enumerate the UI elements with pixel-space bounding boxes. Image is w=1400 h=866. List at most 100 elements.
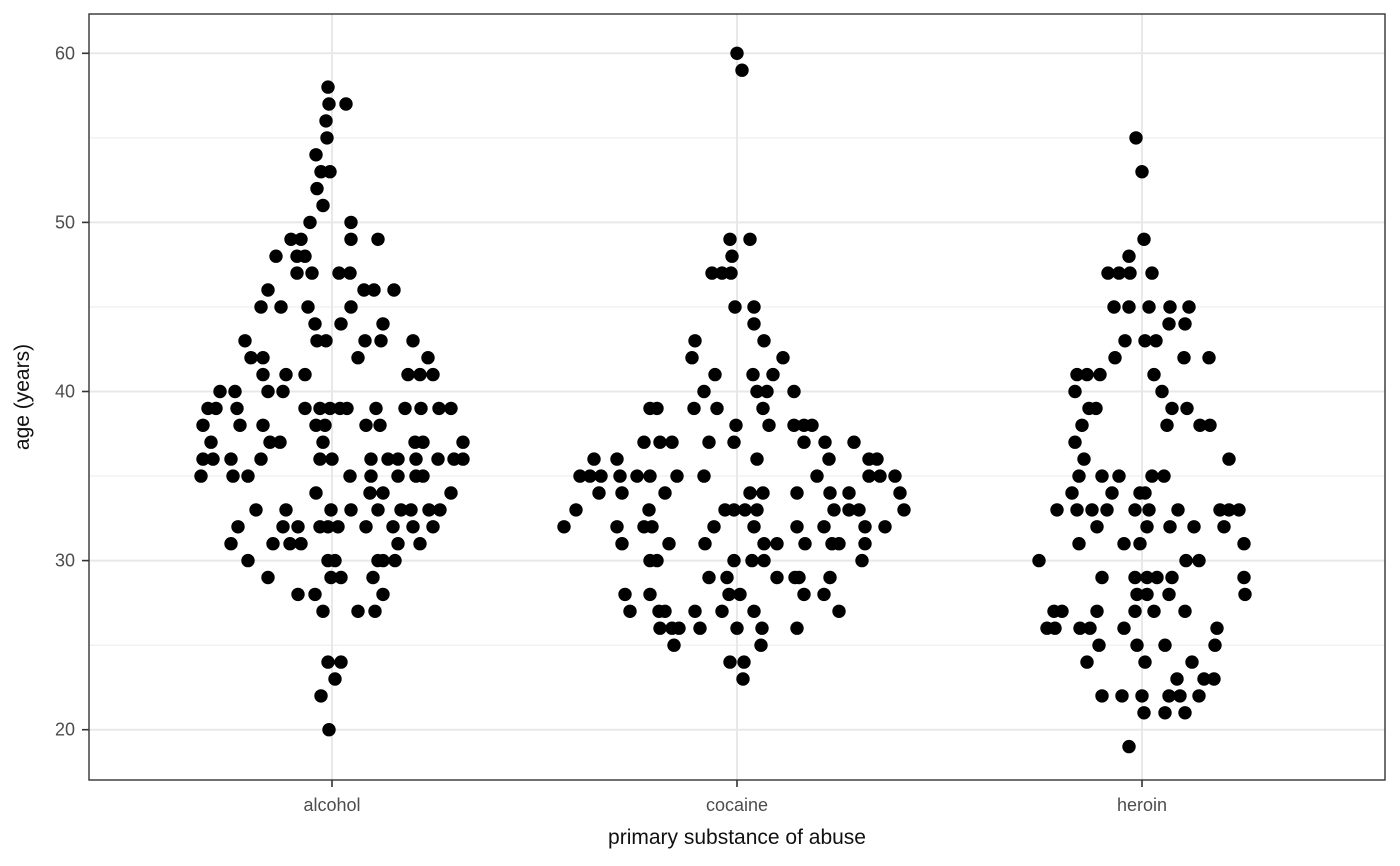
data-point-cocaine (687, 401, 701, 416)
data-point-alcohol (343, 266, 357, 280)
data-point-cocaine (725, 249, 739, 263)
data-point-cocaine (747, 520, 761, 534)
data-point-alcohol (298, 249, 312, 263)
data-point-alcohol (413, 367, 427, 382)
data-point-heroin (1128, 503, 1142, 517)
data-point-heroin (1232, 503, 1246, 517)
data-point-cocaine (823, 570, 837, 585)
data-point-cocaine (792, 570, 806, 585)
data-point-heroin (1145, 266, 1159, 280)
data-point-alcohol (318, 418, 332, 432)
data-point-alcohol (249, 503, 263, 517)
data-point-cocaine (708, 367, 722, 382)
data-point-alcohol (391, 452, 405, 466)
data-point-cocaine (745, 553, 759, 568)
data-point-alcohol (284, 232, 298, 246)
data-point-alcohol (406, 334, 420, 348)
data-point-heroin (1171, 503, 1185, 517)
data-point-cocaine (573, 469, 587, 483)
y-tick-label: 20 (55, 720, 75, 740)
data-point-alcohol (241, 553, 255, 568)
data-point-alcohol (426, 520, 440, 534)
data-point-heroin (1182, 300, 1196, 314)
data-point-heroin (1138, 486, 1152, 500)
data-point-cocaine (623, 604, 637, 618)
data-point-alcohol (241, 469, 255, 483)
data-point-alcohol (376, 486, 390, 500)
data-point-cocaine (615, 537, 629, 551)
data-point-alcohol (316, 435, 330, 449)
data-point-heroin (1210, 621, 1224, 635)
data-point-cocaine (847, 435, 861, 449)
data-point-cocaine (797, 587, 811, 602)
data-point-alcohol (196, 418, 210, 432)
data-point-alcohol (228, 384, 242, 399)
data-point-cocaine (893, 486, 907, 500)
data-point-heroin (1128, 570, 1142, 585)
data-point-alcohol (456, 452, 470, 466)
data-point-cocaine (729, 418, 743, 432)
data-point-alcohol (319, 114, 333, 128)
data-point-alcohol (316, 198, 330, 213)
data-point-alcohol (324, 570, 338, 585)
data-point-alcohol (308, 317, 322, 331)
data-point-alcohol (290, 266, 304, 280)
data-point-alcohol (319, 334, 333, 348)
data-point-cocaine (658, 604, 672, 618)
data-point-cocaine (642, 503, 656, 517)
data-point-heroin (1130, 638, 1144, 652)
data-point-cocaine (727, 553, 741, 568)
data-point-alcohol (376, 553, 390, 568)
data-point-cocaine (724, 266, 738, 280)
data-point-alcohol (254, 300, 268, 314)
data-point-heroin (1165, 570, 1179, 585)
data-point-cocaine (737, 655, 751, 669)
data-point-heroin (1122, 249, 1136, 263)
data-point-heroin (1140, 570, 1154, 585)
data-point-cocaine (810, 469, 824, 483)
data-point-heroin (1202, 351, 1216, 365)
data-point-cocaine (723, 232, 737, 246)
data-point-alcohol (416, 435, 430, 449)
data-point-alcohol (344, 503, 358, 517)
data-point-alcohol (351, 604, 365, 618)
data-point-cocaine (653, 621, 667, 635)
data-point-alcohol (359, 520, 373, 534)
data-point-alcohol (209, 401, 223, 416)
data-point-alcohol (334, 570, 348, 585)
data-point-alcohol (320, 131, 334, 145)
data-point-alcohol (328, 672, 342, 686)
data-point-heroin (1217, 520, 1231, 534)
data-point-cocaine (870, 452, 884, 466)
data-point-cocaine (702, 570, 716, 585)
data-point-alcohol (301, 300, 315, 314)
data-point-cocaine (757, 553, 771, 568)
data-point-cocaine (787, 418, 801, 432)
data-point-heroin (1085, 503, 1099, 517)
data-point-heroin (1208, 638, 1222, 652)
data-point-cocaine (746, 367, 760, 382)
data-point-cocaine (650, 401, 664, 416)
data-point-alcohol (340, 401, 354, 416)
data-point-alcohol (422, 503, 436, 517)
data-point-heroin (1238, 587, 1252, 602)
data-point-alcohol (261, 283, 275, 297)
data-point-cocaine (557, 520, 571, 534)
data-point-alcohol (309, 486, 323, 500)
data-point-alcohol (376, 317, 390, 331)
data-point-alcohol (323, 401, 337, 416)
data-point-alcohol (394, 503, 408, 517)
data-point-heroin (1142, 300, 1156, 314)
data-point-alcohol (303, 215, 317, 230)
data-point-heroin (1157, 469, 1171, 483)
data-point-cocaine (645, 520, 659, 534)
data-point-alcohol (332, 266, 346, 280)
data-point-alcohol (404, 503, 418, 517)
data-point-heroin (1179, 553, 1193, 568)
data-point-heroin (1090, 520, 1104, 534)
data-point-alcohol (322, 97, 336, 111)
data-point-alcohol (363, 486, 377, 500)
data-point-heroin (1130, 587, 1144, 602)
data-point-alcohol (364, 452, 378, 466)
data-point-heroin (1180, 401, 1194, 416)
